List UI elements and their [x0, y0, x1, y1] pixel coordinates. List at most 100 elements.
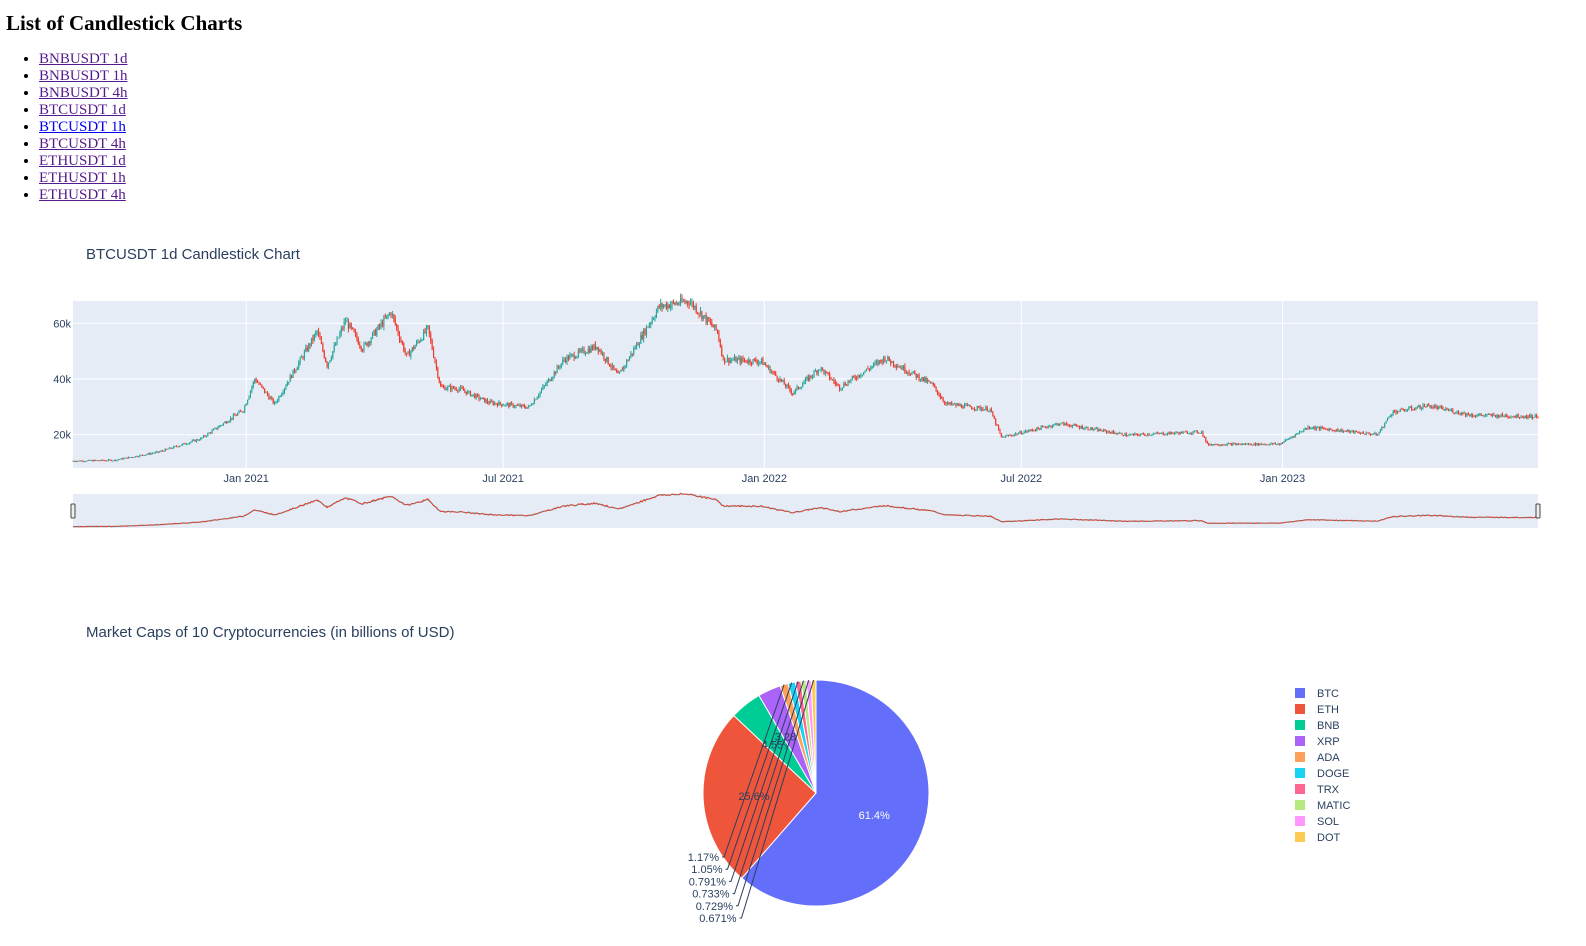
candle[interactable] [829, 373, 831, 379]
candle[interactable] [884, 357, 886, 362]
candle[interactable] [132, 457, 134, 458]
candle[interactable] [1196, 430, 1198, 433]
candle[interactable] [519, 404, 521, 407]
candle[interactable] [230, 417, 232, 421]
candle[interactable] [662, 305, 665, 308]
candle[interactable] [547, 379, 550, 382]
candle[interactable] [1379, 430, 1381, 433]
candle[interactable] [563, 359, 565, 361]
candle[interactable] [472, 394, 474, 396]
candle[interactable] [73, 461, 75, 462]
candle[interactable] [555, 371, 557, 374]
candle[interactable] [498, 402, 500, 406]
candle[interactable] [471, 394, 473, 397]
candle[interactable] [295, 370, 297, 372]
candle[interactable] [875, 361, 878, 363]
candle[interactable] [583, 348, 585, 354]
candle[interactable] [543, 385, 545, 387]
candle[interactable] [952, 404, 954, 405]
candle[interactable] [925, 377, 927, 383]
candle[interactable] [725, 361, 727, 363]
candle[interactable] [606, 357, 608, 361]
candle[interactable] [1232, 443, 1234, 446]
candle[interactable] [424, 330, 426, 333]
candle[interactable] [335, 344, 337, 346]
candle[interactable] [1287, 439, 1289, 440]
candle[interactable] [140, 454, 142, 456]
candle[interactable] [330, 357, 332, 361]
candle[interactable] [1513, 416, 1515, 417]
candle[interactable] [1200, 431, 1203, 433]
candle[interactable] [892, 361, 895, 366]
candle[interactable] [715, 324, 717, 330]
candle[interactable] [309, 343, 311, 346]
candle[interactable] [1158, 433, 1160, 435]
candle[interactable] [1276, 444, 1278, 445]
candle[interactable] [1479, 414, 1481, 416]
candle[interactable] [144, 454, 146, 456]
candle[interactable] [1483, 415, 1485, 417]
candle[interactable] [982, 408, 984, 411]
candle[interactable] [362, 349, 364, 352]
candle[interactable] [168, 447, 171, 449]
candle[interactable] [976, 406, 978, 410]
candle[interactable] [1536, 415, 1538, 418]
candle[interactable] [1247, 443, 1249, 445]
candle[interactable] [366, 342, 368, 346]
candle[interactable] [489, 400, 491, 404]
candle[interactable] [1032, 430, 1034, 431]
candle[interactable] [136, 456, 138, 457]
candle[interactable] [803, 382, 805, 385]
candle[interactable] [1198, 432, 1200, 434]
candle[interactable] [1084, 427, 1086, 429]
candle[interactable] [1141, 433, 1143, 435]
candle[interactable] [315, 332, 317, 335]
candle[interactable] [978, 406, 980, 407]
candle[interactable] [945, 403, 947, 405]
legend-swatch[interactable] [1295, 784, 1305, 794]
candle[interactable] [486, 400, 489, 403]
candle[interactable] [481, 397, 483, 399]
candle[interactable] [403, 343, 405, 351]
candle[interactable] [722, 355, 724, 358]
candle[interactable] [1003, 436, 1005, 438]
candle[interactable] [299, 357, 301, 363]
candle[interactable] [291, 375, 293, 378]
candle[interactable] [475, 394, 477, 399]
candle[interactable] [1408, 407, 1410, 410]
range-slider-right-handle[interactable] [1535, 503, 1541, 519]
candle[interactable] [279, 396, 281, 398]
candle[interactable] [1164, 434, 1166, 436]
candle[interactable] [261, 384, 263, 387]
candle[interactable] [1375, 432, 1377, 436]
candle[interactable] [357, 339, 359, 345]
candle[interactable] [1013, 434, 1015, 436]
candle[interactable] [827, 372, 829, 374]
candle[interactable] [1401, 408, 1403, 410]
candle[interactable] [289, 375, 291, 382]
candle[interactable] [873, 363, 875, 367]
candle[interactable] [870, 367, 872, 370]
link-bnbusdt-4h[interactable]: BNBUSDT 4h [39, 85, 128, 101]
candle[interactable] [170, 447, 172, 449]
candle[interactable] [566, 356, 568, 363]
candle[interactable] [719, 340, 721, 347]
candle[interactable] [1036, 427, 1038, 431]
candle[interactable] [969, 405, 971, 407]
candle[interactable] [1311, 428, 1313, 430]
candle[interactable] [847, 381, 849, 386]
candle[interactable] [678, 303, 680, 305]
candle[interactable] [1174, 432, 1176, 434]
candle[interactable] [1107, 431, 1109, 433]
candle[interactable] [1110, 432, 1112, 434]
candle[interactable] [988, 410, 990, 412]
candle[interactable] [698, 313, 700, 315]
candle[interactable] [820, 367, 822, 370]
legend-swatch[interactable] [1295, 736, 1305, 746]
candle[interactable] [572, 354, 574, 356]
legend-swatch[interactable] [1295, 720, 1305, 730]
candlestick-chart[interactable]: 20k 40k 60k Jan 2021 Jul 2021 Jan 2022 Jul 202… [0, 290, 1586, 540]
candle[interactable] [298, 362, 300, 368]
candle[interactable] [352, 327, 354, 329]
candle[interactable] [1277, 443, 1279, 445]
